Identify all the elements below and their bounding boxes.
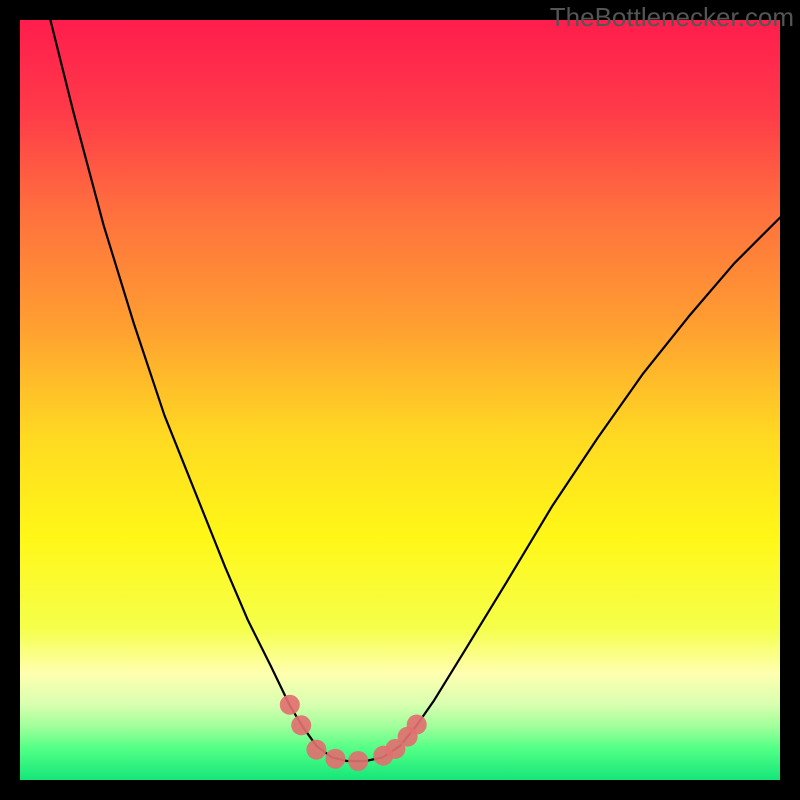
sweet-spot-marker [348,751,368,771]
chart-frame: TheBottlenecker.com [0,0,800,800]
sweet-spot-marker [291,715,311,735]
sweet-spot-marker [407,715,427,735]
sweet-spot-marker [306,740,326,760]
bottleneck-curve-chart [0,0,800,800]
sweet-spot-marker [280,695,300,715]
sweet-spot-marker [325,749,345,769]
plot-background [20,20,780,780]
